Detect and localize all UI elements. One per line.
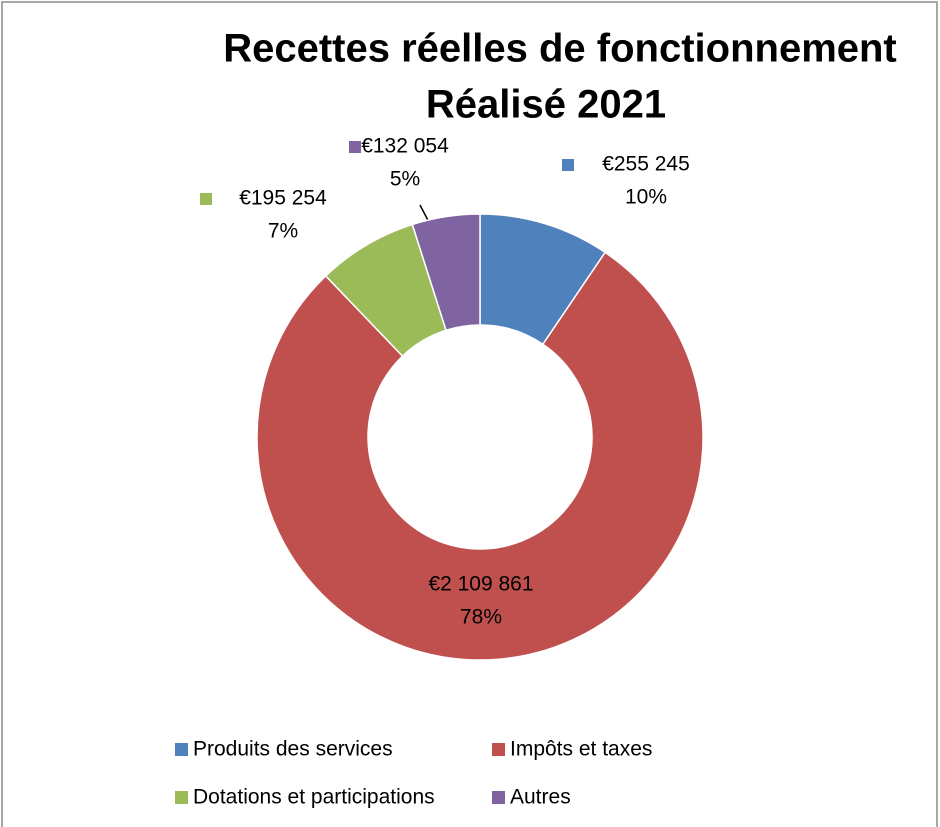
percent-label: 78% — [460, 606, 502, 629]
legend-label: Produits des services — [193, 738, 393, 761]
data-label: €2 109 861 — [428, 573, 533, 596]
percent-label: 7% — [268, 220, 298, 243]
legend-label: Autres — [510, 786, 571, 809]
legend-swatch — [175, 791, 188, 804]
donut-segment — [411, 213, 481, 332]
donut-segment — [256, 251, 704, 661]
chart-subtitle: Réalisé 2021 — [426, 83, 666, 127]
legend-swatch — [492, 791, 505, 804]
chart-title: Recettes réelles de fonctionnement — [223, 27, 897, 71]
label-marker — [200, 193, 212, 205]
percent-label: 5% — [390, 168, 420, 191]
legend-swatch — [175, 743, 188, 756]
data-label: €255 245 — [602, 153, 690, 176]
legend-label: Dotations et participations — [193, 786, 435, 809]
legend-label: Impôts et taxes — [510, 738, 652, 761]
legend-swatch — [492, 743, 505, 756]
data-label: €195 254 — [239, 187, 327, 210]
percent-label: 10% — [625, 186, 667, 209]
label-marker — [562, 159, 574, 171]
data-label: €132 054 — [361, 135, 449, 158]
label-marker — [349, 141, 361, 153]
